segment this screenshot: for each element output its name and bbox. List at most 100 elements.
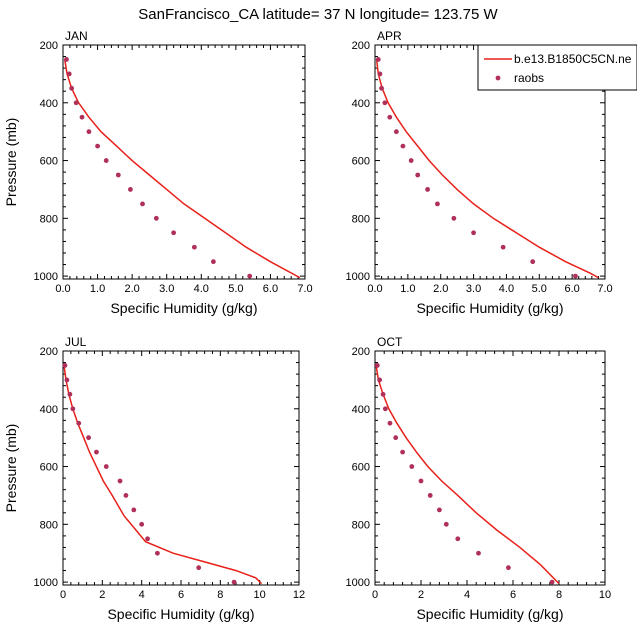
y-tick-label: 600 (352, 462, 370, 474)
obs-point (155, 550, 160, 556)
x-tick-label: 8 (556, 589, 562, 601)
plot-frame (62, 350, 300, 586)
legend-obs-swatch (495, 75, 501, 81)
x-tick-label: 2 (99, 589, 105, 601)
model-series-line (63, 365, 263, 585)
obs-point (549, 579, 555, 585)
obs-point (86, 435, 91, 441)
y-tick-label: 200 (40, 40, 58, 52)
model-series-line (375, 365, 560, 585)
x-tick-label: 4.0 (499, 283, 514, 295)
obs-point (95, 143, 100, 149)
panel-label: OCT (377, 335, 403, 349)
obs-point (435, 201, 440, 207)
obs-point (86, 129, 92, 135)
y-tick-label: 1000 (346, 271, 370, 283)
obs-point (374, 363, 380, 368)
obs-point (103, 158, 109, 163)
y-tick-label: 200 (40, 346, 58, 358)
obs-point (128, 187, 133, 192)
obs-point (64, 377, 70, 383)
x-tick-label: 7.0 (297, 283, 312, 295)
obs-point (62, 363, 68, 368)
obs-point (379, 85, 384, 91)
x-tick-label: 3.0 (159, 283, 174, 295)
x-tick-label: 2 (418, 589, 424, 601)
x-tick-label: 6.0 (564, 283, 579, 295)
obs-point (377, 377, 382, 383)
x-tick-label: 5.0 (532, 283, 547, 295)
obs-point (210, 259, 216, 265)
x-tick-label: 10 (599, 589, 611, 601)
obs-point (573, 273, 578, 279)
obs-point (94, 449, 99, 455)
obs-point (231, 579, 237, 585)
x-tick-label: 6 (510, 589, 516, 601)
obs-point (375, 57, 381, 62)
panel-jul: JUL 0 2 4 6 8 10 12 200 400 600 800 1000 Specific Hum… (3, 335, 305, 622)
x-tick-label: 10 (254, 589, 266, 601)
obs-point (131, 507, 137, 513)
x-tick-label: 0 (60, 589, 66, 601)
x-tick-label: 2.0 (433, 283, 448, 295)
panel-label: JAN (65, 29, 88, 43)
y-tick-label: 800 (352, 213, 370, 225)
panel-apr: APR 0.0 1.0 2.0 3.0 4.0 5.0 6.0 7.0 200 400 600 800 1… (346, 29, 637, 316)
obs-point (79, 114, 85, 120)
legend-box (477, 44, 637, 91)
obs-point (530, 259, 536, 265)
y-tick-label: 400 (40, 404, 58, 416)
y-tick-label: 600 (40, 462, 58, 474)
obs-point (196, 565, 202, 571)
x-tick-label: 1.0 (400, 283, 415, 295)
x-axis-label: Specific Humidity (g/kg) (110, 300, 257, 316)
x-tick-label: 4.0 (194, 283, 209, 295)
obs-point (408, 158, 414, 163)
panel-label: JUL (65, 335, 87, 349)
figure-title: SanFrancisco_CA latitude= 37 N longitude… (138, 6, 498, 23)
obs-point (506, 565, 511, 571)
y-axis-label: Pressure (mb) (3, 424, 19, 513)
y-tick-label: 600 (352, 156, 370, 168)
obs-point (455, 536, 461, 542)
obs-point (443, 521, 449, 527)
x-tick-label: 0.0 (367, 283, 382, 295)
y-tick-label: 400 (352, 404, 370, 416)
obs-point (393, 435, 399, 441)
obs-point (451, 215, 457, 221)
model-series-line (375, 59, 599, 279)
x-tick-label: 6 (178, 589, 184, 601)
obs-point (123, 493, 129, 498)
x-axis-label: Specific Humidity (g/kg) (416, 300, 563, 316)
obs-point (69, 85, 75, 91)
obs-point (66, 71, 72, 77)
obs-point (171, 230, 177, 236)
plot-frame (374, 350, 606, 586)
y-tick-label: 800 (40, 519, 58, 531)
x-tick-label: 8 (217, 589, 223, 601)
y-tick-label: 200 (352, 346, 370, 358)
obs-point (387, 114, 393, 120)
obs-point (476, 550, 481, 556)
model-series-line (63, 59, 301, 279)
y-tick-label: 1000 (34, 271, 58, 283)
obs-point (382, 406, 388, 412)
obs-point (400, 449, 405, 455)
obs-point (73, 100, 79, 106)
legend-model-label: b.e13.B1850C5CN.ne (514, 52, 632, 66)
x-tick-label: 0 (372, 589, 378, 601)
obs-point (115, 172, 121, 178)
obs-point (427, 493, 433, 498)
x-tick-label: 7.0 (597, 283, 612, 295)
obs-point (191, 244, 197, 250)
obs-point (400, 143, 406, 149)
x-tick-label: 5.0 (228, 283, 243, 295)
x-tick-label: 12 (293, 589, 305, 601)
y-tick-label: 1000 (34, 577, 58, 589)
obs-point (409, 464, 415, 469)
obs-point (117, 478, 123, 484)
y-tick-label: 800 (352, 519, 370, 531)
obs-point (76, 420, 82, 426)
x-tick-label: 3.0 (466, 283, 481, 295)
